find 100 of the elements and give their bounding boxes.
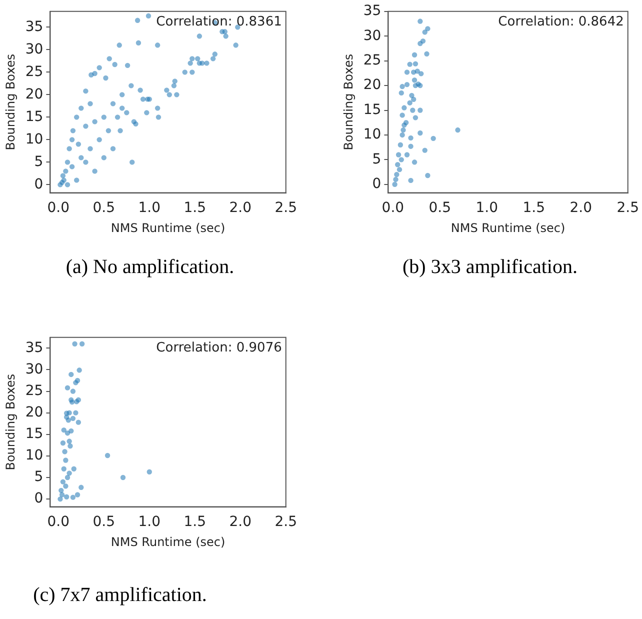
point [78, 484, 84, 490]
y-tick-label: 15 [25, 426, 44, 442]
x-tick-label: 2.0 [570, 200, 592, 216]
point [73, 380, 78, 386]
point [61, 427, 66, 433]
annotation: Correlation: 0.9076 [156, 340, 282, 356]
point [79, 341, 85, 346]
point [398, 142, 404, 148]
point [412, 160, 418, 165]
point [72, 341, 78, 346]
point [66, 470, 72, 476]
y-tick-label: 30 [25, 361, 44, 378]
annotation: Correlation: 0.8642 [498, 14, 624, 30]
text: (c) 7x7 amplification. [32, 584, 208, 607]
point [418, 71, 424, 76]
x-tick-label: 0.0 [47, 200, 70, 216]
annotation: Correlation: 0.8361 [156, 14, 282, 30]
point [76, 368, 82, 373]
y-tick-label: 0 [34, 176, 44, 192]
x-tick-label: 2.0 [229, 514, 252, 530]
point [396, 152, 402, 158]
point [425, 26, 430, 32]
x-tick-label: 1.0 [476, 200, 498, 216]
point [407, 62, 412, 67]
x-axis-title: NMS Runtime (sec) [110, 534, 226, 549]
point [455, 127, 460, 133]
x-tick-label: 1.5 [522, 200, 546, 216]
x-axis-title: NMS Runtime (sec) [450, 220, 566, 235]
point [66, 418, 72, 423]
point [63, 458, 68, 463]
y-tick-label: 5 [34, 469, 44, 486]
point [58, 496, 63, 502]
point [418, 18, 423, 24]
y-tick-label: 20 [25, 86, 44, 102]
point [120, 474, 126, 480]
point [408, 144, 414, 149]
text: (a) No amplification. [64, 256, 236, 279]
point [400, 112, 405, 118]
point [63, 484, 68, 489]
y-axis-title: Bounding Boxes [341, 54, 356, 150]
point [418, 108, 423, 113]
point [404, 82, 410, 88]
point [424, 51, 430, 57]
point [400, 132, 405, 138]
x-tick-label: 0.5 [428, 200, 452, 216]
point [58, 488, 64, 494]
point [74, 492, 80, 498]
x-axis-title: NMS Runtime (sec) [110, 220, 226, 235]
point [422, 30, 428, 35]
x-tick-label: 2.5 [274, 200, 297, 216]
point [404, 70, 410, 75]
y-tick-label: 10 [25, 448, 44, 464]
x-tick-label: 0.0 [382, 200, 404, 216]
point [69, 399, 75, 405]
point [68, 372, 74, 378]
y-tick-label: 35 [363, 3, 382, 20]
y-tick-label: 5 [34, 154, 44, 170]
point [70, 388, 76, 394]
point [64, 430, 70, 436]
point [398, 157, 404, 162]
point [400, 127, 406, 133]
point [412, 115, 418, 120]
y-tick-label: 0 [372, 176, 382, 192]
point [60, 440, 66, 446]
point [64, 474, 70, 480]
point [414, 68, 420, 74]
point [70, 494, 76, 500]
point [396, 166, 402, 172]
point [76, 420, 82, 425]
point [392, 182, 398, 187]
point [407, 100, 412, 106]
y-tick-label: 15 [25, 108, 44, 125]
y-tick-label: 30 [25, 41, 44, 58]
y-tick-label: 20 [25, 404, 44, 420]
x-tick-label: 2.5 [274, 514, 297, 530]
y-tick-label: 25 [25, 382, 44, 399]
point [64, 385, 70, 390]
x-tick-label: 0.5 [92, 200, 116, 216]
point [418, 130, 423, 136]
y-tick-label: 10 [363, 126, 382, 143]
point [395, 162, 400, 168]
point [66, 438, 72, 444]
x-tick-label: 2.5 [616, 200, 639, 216]
point [408, 135, 414, 141]
y-tick-label: 25 [363, 52, 382, 68]
point [425, 172, 430, 178]
y-tick-label: 25 [25, 64, 44, 80]
point [412, 52, 418, 58]
x-tick-label: 0.5 [92, 514, 116, 530]
point [68, 443, 73, 449]
x-tick-label: 1.5 [184, 200, 206, 216]
y-tick-label: 35 [25, 18, 44, 35]
point [398, 90, 404, 96]
y-tick-label: 15 [363, 102, 382, 118]
x-tick-label: 2.0 [229, 200, 252, 216]
y-tick-label: 30 [363, 28, 382, 44]
point [393, 176, 398, 182]
point [412, 78, 418, 83]
point [70, 416, 76, 422]
point [418, 40, 423, 46]
